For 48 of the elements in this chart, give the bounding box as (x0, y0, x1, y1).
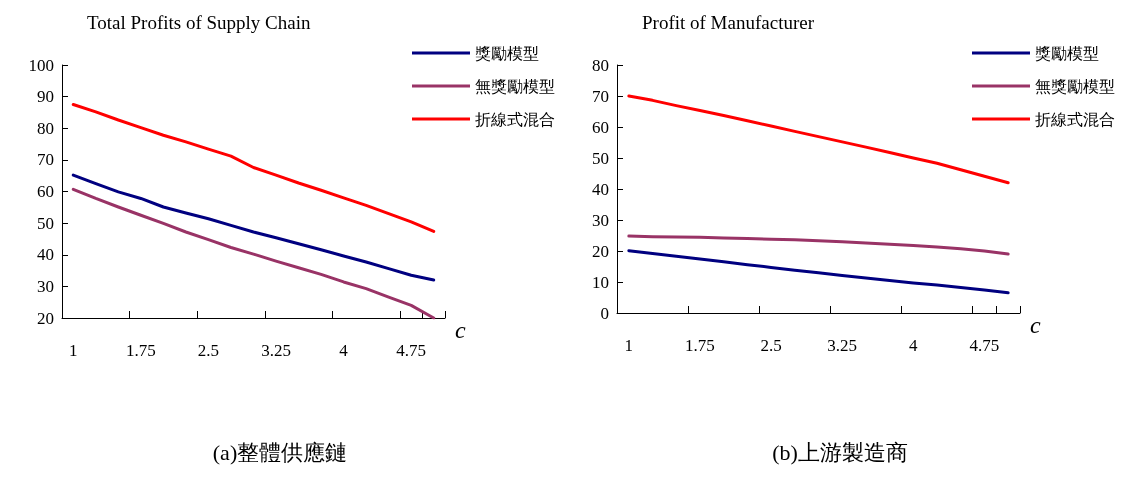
y-tick-label: 100 (28, 55, 54, 75)
x-tick-label: 4.75 (969, 336, 1000, 355)
chart-title: Profit of Manufacturer (642, 12, 815, 33)
y-tick-label: 80 (592, 55, 609, 75)
x-tick-label: 1 (69, 341, 78, 360)
y-tick-label: 60 (592, 117, 609, 137)
x-tick-label: 1.75 (685, 336, 715, 355)
x-tick-label: 3.25 (261, 341, 291, 360)
legend-label: 折線式混合 (1035, 110, 1115, 128)
y-tick-label: 50 (37, 213, 54, 233)
text: (b)上游製造商 (772, 439, 908, 465)
x-tick-label: 2.5 (760, 336, 782, 355)
x-tick-label: 4 (909, 336, 919, 355)
y-tick-label: 90 (37, 87, 54, 107)
y-tick-label: 40 (592, 179, 609, 199)
line-series (71, 187, 436, 320)
x-tick-label: 4 (339, 341, 349, 360)
legend-label: 無獎勵模型 (475, 77, 555, 95)
y-tick-label: 50 (592, 148, 609, 168)
line-series (627, 94, 1010, 185)
line-series (71, 103, 436, 233)
x-tick-label: 2.5 (197, 341, 220, 360)
chart-title: Total Profits of Supply Chain (87, 12, 311, 33)
y-tick-label: 30 (592, 210, 609, 230)
y-tick-label: 40 (37, 245, 54, 265)
line-series (627, 234, 1010, 256)
x-tick-label: 4.75 (396, 341, 427, 360)
line-series (71, 173, 436, 282)
y-tick-label: 20 (37, 308, 54, 328)
y-tick-label: 80 (37, 118, 54, 138)
legend-label: 無獎勵模型 (1035, 77, 1115, 95)
x-tick-label: 1 (624, 336, 634, 355)
y-tick-label: 0 (600, 303, 609, 323)
x-tick-label: 3.25 (827, 336, 858, 355)
y-tick-label: 70 (37, 150, 54, 170)
y-tick-label: 30 (37, 276, 54, 296)
y-tick-label: 20 (592, 241, 609, 261)
y-tick-label: 70 (592, 86, 609, 106)
legend-label: 獎勵模型 (475, 44, 539, 62)
line-series (627, 249, 1010, 295)
legend-label: 獎勵模型 (1035, 44, 1099, 62)
x-axis-title: c (455, 317, 466, 343)
text: (a)整體供應鏈 (212, 439, 348, 465)
y-tick-label: 10 (592, 272, 609, 292)
x-axis-title: c (1030, 312, 1041, 338)
legend-label: 折線式混合 (475, 110, 555, 128)
y-tick-label: 60 (37, 182, 54, 201)
x-tick-label: 1.75 (125, 341, 156, 360)
